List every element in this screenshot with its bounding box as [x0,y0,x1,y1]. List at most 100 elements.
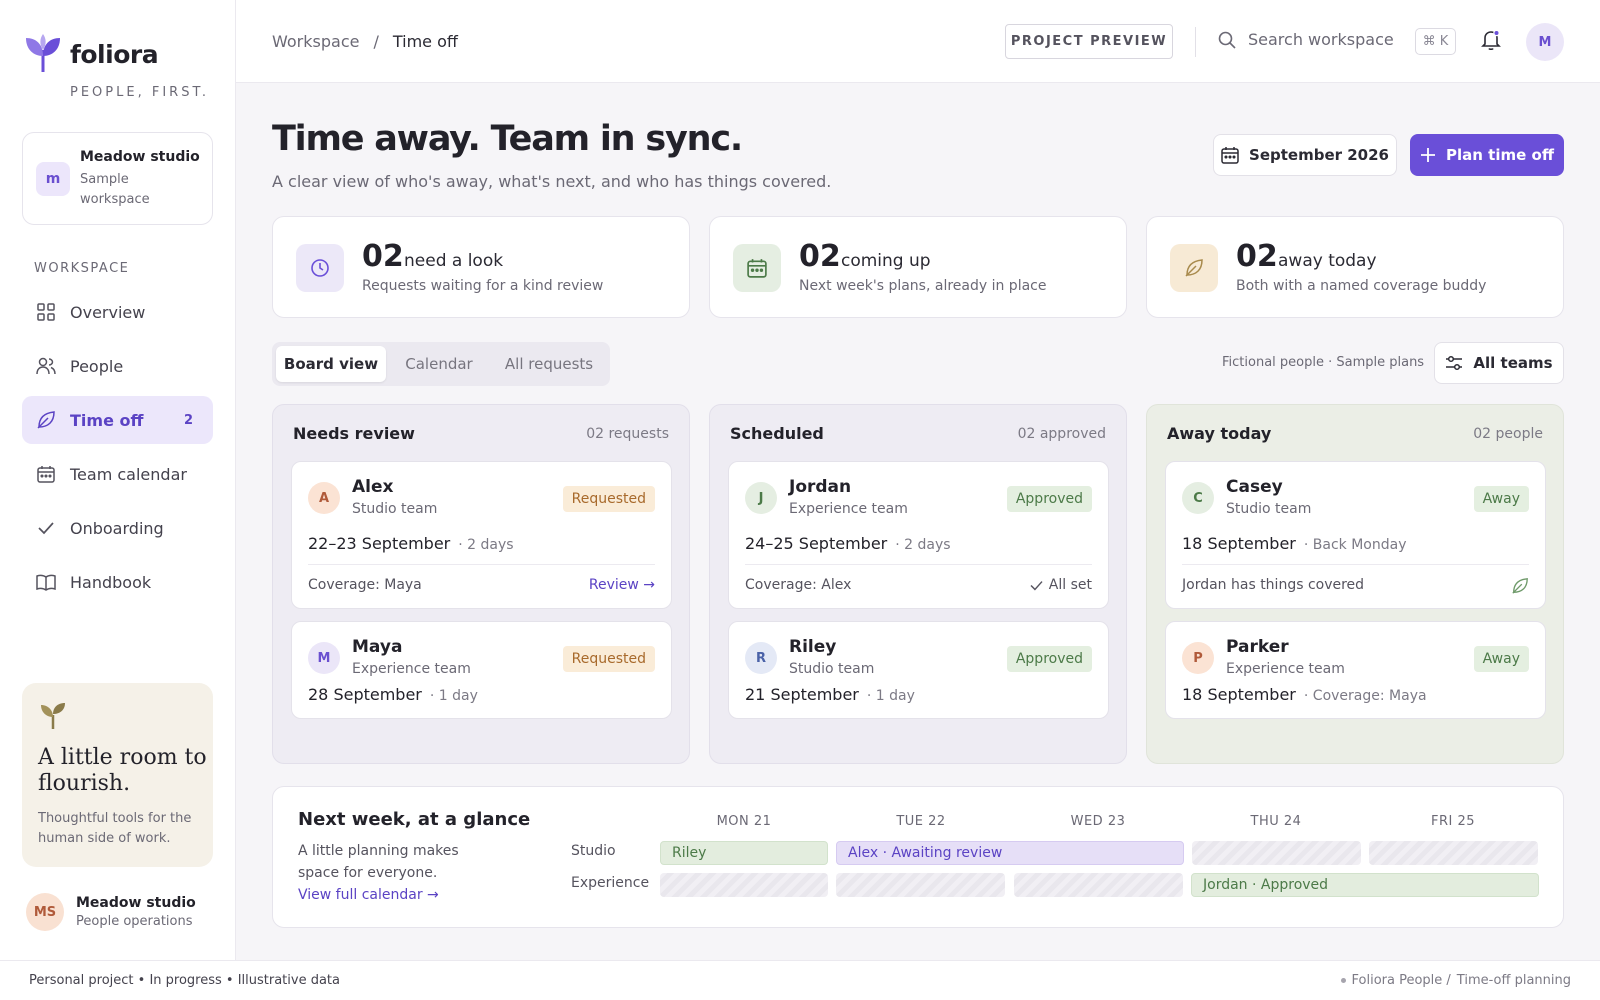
person-name: Riley [789,637,837,657]
column-away-today: Away today 02 people C Casey Studio team… [1146,404,1564,764]
plan-time-off-button[interactable]: Plan time off [1410,134,1564,176]
empty-slot [660,873,828,897]
sidebar-item-label: Overview [70,302,146,322]
column-needs-review: Needs review 02 requests A Alex Studio t… [272,404,690,764]
status-badge: Requested [562,486,655,512]
user-name: Meadow studio [76,895,196,911]
avatar: J [745,482,777,514]
person-name: Alex [352,477,394,497]
leaf-icon [1170,244,1218,292]
person-name: Casey [1226,477,1283,497]
calendar-icon [733,244,781,292]
day-header: FRI 25 [1430,814,1476,829]
leaf-logo-icon [26,34,60,73]
column-count: 02 people [1473,426,1543,442]
stat-label: need a look [404,251,504,271]
timeline-bar-alex[interactable]: Alex · Awaiting review [836,841,1184,865]
brand-name: foliora [70,39,159,69]
search-input[interactable]: Search workspace [1218,30,1394,49]
person-team: Experience team [352,661,471,677]
request-card[interactable]: M Maya Experience team Requested 28 Sept… [291,621,672,719]
stat-number: 02 [1236,239,1278,274]
timeline-bar-jordan[interactable]: Jordan · Approved [1191,873,1539,897]
plus-icon [1421,148,1436,162]
user-avatar[interactable]: M [1526,23,1564,61]
status-badge: Approved [1006,486,1092,512]
logo[interactable]: foliora [24,34,159,74]
person-name: Maya [352,637,403,657]
column-title: Away today [1167,424,1272,443]
sidebar-item-overview[interactable]: Overview [22,288,213,336]
brand-tagline: PEOPLE, FIRST. [70,85,209,100]
dot-icon [1340,978,1346,983]
person-team: Studio team [789,661,875,677]
leaf-icon [36,410,56,430]
tab-calendar[interactable]: Calendar [405,355,473,373]
date-range: 21 September · 1 day [745,685,915,704]
date-range: 22–23 September · 2 days [308,534,514,553]
stat-description: Both with a named coverage buddy [1236,278,1487,294]
date-range: 18 September · Coverage: Maya [1182,685,1427,704]
tab-all-requests[interactable]: All requests [504,355,594,373]
plan-label: Plan time off [1446,146,1554,164]
date-text: 24–25 September [745,534,888,553]
request-card[interactable]: P Parker Experience team Away 18 Septemb… [1165,621,1546,719]
month-label: September 2026 [1249,146,1389,164]
search-icon [1218,31,1236,49]
duration: · 2 days [895,537,951,553]
column-count: 02 requests [586,426,669,442]
sidebar-nav: Overview People Time off 2 Team calendar [22,288,213,612]
glance-title: Next week, at a glance [298,809,531,830]
current-user[interactable]: MS Meadow studio People operations [26,893,196,931]
stat-description: Next week's plans, already in place [799,278,1047,294]
sidebar: foliora PEOPLE, FIRST. m Meadow studio S… [0,0,236,960]
divider [1195,27,1196,57]
request-card[interactable]: C Casey Studio team Away 18 September · B… [1165,461,1546,609]
date-range: 28 September · 1 day [308,685,478,704]
column-scheduled: Scheduled 02 approved J Jordan Experienc… [709,404,1127,764]
sidebar-item-team-calendar[interactable]: Team calendar [22,450,213,498]
status-badge: Away [1473,486,1529,512]
stat-label: coming up [841,251,931,271]
all-set-label: All set [1048,577,1092,593]
teams-filter-button[interactable]: All teams [1434,342,1564,384]
person-team: Studio team [352,501,438,517]
sidebar-item-people[interactable]: People [22,342,213,390]
day-header: TUE 22 [896,814,946,829]
notifications-button[interactable] [1481,29,1501,55]
divider [1182,564,1529,565]
column-title: Needs review [293,424,415,443]
breadcrumb: Workspace / Time off [272,32,458,51]
request-card[interactable]: R Riley Studio team Approved 21 Septembe… [728,621,1109,719]
teams-label: All teams [1473,354,1553,372]
timeline-bar-riley[interactable]: Riley [660,841,828,865]
footer-page: Time-off planning [1456,973,1571,988]
leaf-icon [1511,577,1529,595]
stat-label: away today [1278,251,1377,271]
person-team: Studio team [1226,501,1312,517]
request-card[interactable]: J Jordan Experience team Approved 24–25 … [728,461,1109,609]
empty-slot [836,873,1005,897]
divider [308,564,655,565]
sidebar-item-onboarding[interactable]: Onboarding [22,504,213,552]
workspace-switcher[interactable]: m Meadow studio Sample workspace [22,132,213,225]
sidebar-item-label: Onboarding [70,518,164,538]
breadcrumb-workspace[interactable]: Workspace [272,32,360,51]
empty-slot [1014,873,1183,897]
coverage: Coverage: Maya [308,577,422,593]
footer-note: Personal project • In progress • Illustr… [29,973,340,988]
nav-section-label: WORKSPACE [34,261,130,276]
review-link[interactable]: Review → [588,577,655,593]
project-preview-button[interactable]: PROJECT PREVIEW [1005,24,1173,59]
sidebar-item-handbook[interactable]: Handbook [22,558,213,606]
month-picker-button[interactable]: September 2026 [1213,134,1397,176]
view-calendar-link[interactable]: View full calendar → [298,887,439,903]
tab-board-view[interactable]: Board view [276,346,386,382]
stat-number: 02 [362,239,404,274]
column-title: Scheduled [730,424,824,443]
stat-description: Requests waiting for a kind review [362,278,604,294]
sidebar-item-time-off[interactable]: Time off 2 [22,396,213,444]
request-card[interactable]: A Alex Studio team Requested 22–23 Septe… [291,461,672,609]
person-name: Jordan [789,477,852,497]
stat-card-upcoming: 02 coming up Next week's plans, already … [709,216,1127,318]
